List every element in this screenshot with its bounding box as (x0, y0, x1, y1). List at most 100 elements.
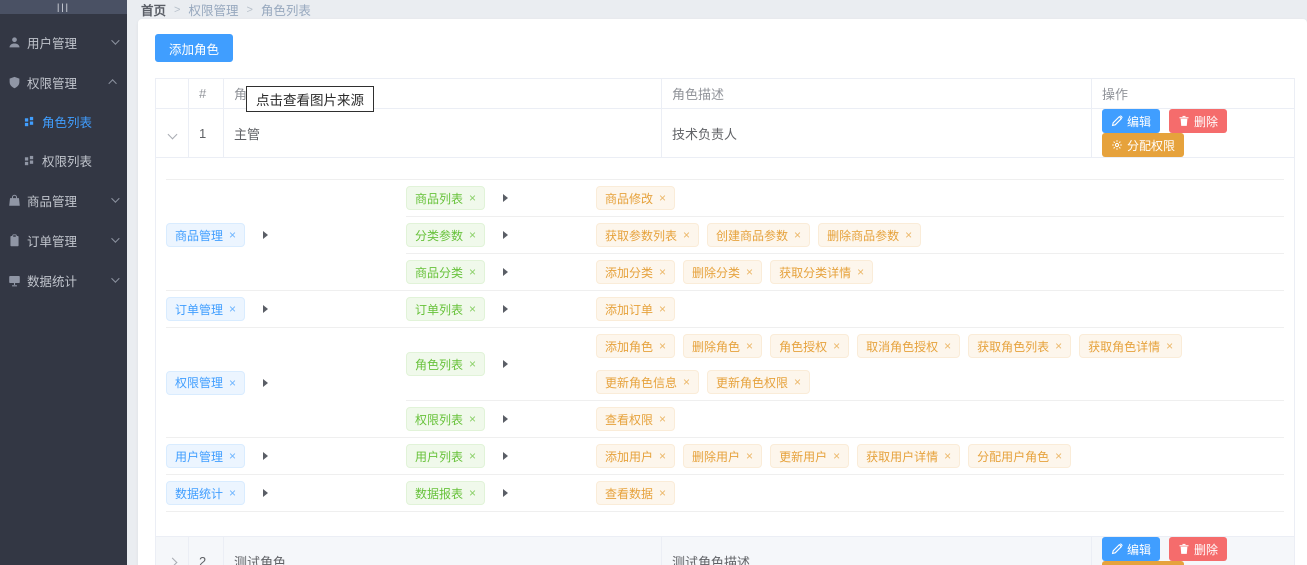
permission-tag[interactable]: 商品分类 × (406, 260, 486, 284)
permission-tag[interactable]: 用户列表 × (406, 444, 486, 468)
sidebar-item-orders[interactable]: 订单管理 (0, 220, 127, 260)
close-icon[interactable]: × (469, 412, 477, 426)
chevron-down-icon[interactable] (167, 129, 177, 139)
close-icon[interactable]: × (229, 486, 237, 500)
permission-level3: 获取参数列表 × 创建商品参数 × 删除商品参数 × (596, 217, 1284, 253)
edit-button[interactable]: 编辑 (1102, 537, 1161, 561)
close-icon[interactable]: × (229, 228, 237, 242)
permission-tag[interactable]: 查看数据 × (596, 481, 676, 505)
close-icon[interactable]: × (469, 302, 477, 316)
delete-button[interactable]: 删除 (1169, 537, 1228, 561)
permission-tag[interactable]: 删除角色 × (683, 334, 763, 358)
permission-tag[interactable]: 商品修改 × (596, 186, 676, 210)
sidebar-toggle-button[interactable]: ||| (0, 0, 127, 14)
close-icon[interactable]: × (794, 375, 802, 389)
close-icon[interactable]: × (469, 191, 477, 205)
permission-tag[interactable]: 分类参数 × (406, 223, 486, 247)
permission-tag[interactable]: 数据统计 × (166, 481, 246, 505)
close-icon[interactable]: × (683, 228, 691, 242)
close-icon[interactable]: × (659, 191, 667, 205)
expand-cell-1 (155, 108, 189, 158)
permission-tag[interactable]: 分配用户角色 × (968, 444, 1072, 468)
close-icon[interactable]: × (857, 265, 865, 279)
caret-right-icon (263, 305, 269, 313)
close-icon[interactable]: × (746, 265, 754, 279)
permission-tag[interactable]: 商品列表 × (406, 186, 486, 210)
close-icon[interactable]: × (1055, 449, 1063, 463)
close-icon[interactable]: × (905, 228, 913, 242)
sidebar-item-roles[interactable]: 角色列表 (0, 102, 127, 141)
permission-tag[interactable]: 删除用户 × (683, 444, 763, 468)
edit-button[interactable]: 编辑 (1102, 109, 1161, 133)
close-icon[interactable]: × (833, 339, 841, 353)
permission-tag[interactable]: 查看权限 × (596, 407, 676, 431)
submenu-rights: 角色列表 权限列表 (0, 102, 127, 180)
sidebar-item-reports[interactable]: 数据统计 (0, 260, 127, 300)
permission-tag[interactable]: 添加角色 × (596, 334, 676, 358)
permission-tag[interactable]: 权限列表 × (406, 407, 486, 431)
assign-button[interactable]: 分配权限 (1102, 133, 1185, 157)
close-icon[interactable]: × (659, 302, 667, 316)
close-icon[interactable]: × (746, 449, 754, 463)
assign-button[interactable]: 分配权限 (1102, 561, 1185, 565)
permission-tag[interactable]: 商品管理 × (166, 223, 246, 247)
permission-tag[interactable]: 创建商品参数 × (707, 223, 811, 247)
add-role-button[interactable]: 添加角色 (155, 34, 234, 62)
close-icon[interactable]: × (944, 449, 952, 463)
permission-tag[interactable]: 订单管理 × (166, 297, 246, 321)
permission-tag[interactable]: 用户管理 × (166, 444, 246, 468)
caret-right-icon (263, 231, 269, 239)
delete-button[interactable]: 删除 (1169, 109, 1228, 133)
close-icon[interactable]: × (1166, 339, 1174, 353)
close-icon[interactable]: × (469, 357, 477, 371)
permission-tag[interactable]: 数据报表 × (406, 481, 486, 505)
sidebar-item-rights-list[interactable]: 权限列表 (0, 141, 127, 180)
permission-tag[interactable]: 更新用户 × (770, 444, 850, 468)
close-icon[interactable]: × (944, 339, 952, 353)
role-name: 测试角色 (223, 536, 662, 565)
permission-tag[interactable]: 权限管理 × (166, 370, 246, 395)
sidebar-item-rights[interactable]: 权限管理 (0, 62, 127, 102)
close-icon[interactable]: × (659, 339, 667, 353)
permission-tag[interactable]: 获取角色列表 × (968, 334, 1072, 358)
caret-right-icon (263, 378, 269, 387)
permission-tag[interactable]: 获取用户详情 × (857, 444, 961, 468)
permission-tag[interactable]: 更新角色权限 × (707, 370, 811, 394)
sidebar-item-goods[interactable]: 商品管理 (0, 180, 127, 220)
sidebar-item-users[interactable]: 用户管理 (0, 22, 127, 62)
close-icon[interactable]: × (659, 265, 667, 279)
close-icon[interactable]: × (833, 449, 841, 463)
permission-tag[interactable]: 添加分类 × (596, 260, 676, 284)
permission-tag[interactable]: 获取分类详情 × (770, 260, 874, 284)
permission-tag-label: 获取角色列表 (977, 339, 1050, 354)
close-icon[interactable]: × (683, 375, 691, 389)
permission-tag[interactable]: 取消角色授权 × (857, 334, 961, 358)
close-icon[interactable]: × (469, 265, 477, 279)
breadcrumb-item[interactable]: 首页 (141, 4, 167, 18)
close-icon[interactable]: × (1055, 339, 1063, 353)
permission-tag[interactable]: 角色授权 × (770, 334, 850, 358)
close-icon[interactable]: × (229, 449, 237, 463)
permission-tag[interactable]: 删除商品参数 × (818, 223, 922, 247)
close-icon[interactable]: × (229, 302, 237, 316)
close-icon[interactable]: × (659, 449, 667, 463)
permission-tag[interactable]: 获取参数列表 × (596, 223, 700, 247)
header-actions: 操作 (1091, 78, 1295, 109)
close-icon[interactable]: × (659, 486, 667, 500)
permission-tag[interactable]: 删除分类 × (683, 260, 763, 284)
close-icon[interactable]: × (469, 486, 477, 500)
permission-tag[interactable]: 获取角色详情 × (1079, 334, 1183, 358)
close-icon[interactable]: × (469, 449, 477, 463)
permission-tag[interactable]: 添加用户 × (596, 444, 676, 468)
permission-tag[interactable]: 角色列表 × (406, 352, 486, 376)
close-icon[interactable]: × (469, 228, 477, 242)
caret-right-icon (503, 231, 509, 239)
permission-tag[interactable]: 更新角色信息 × (596, 370, 700, 394)
permission-tag[interactable]: 添加订单 × (596, 297, 676, 321)
close-icon[interactable]: × (229, 375, 237, 390)
close-icon[interactable]: × (794, 228, 802, 242)
permission-tag[interactable]: 订单列表 × (406, 297, 486, 321)
close-icon[interactable]: × (659, 412, 667, 426)
close-icon[interactable]: × (746, 339, 754, 353)
chevron-right-icon[interactable] (167, 557, 177, 565)
